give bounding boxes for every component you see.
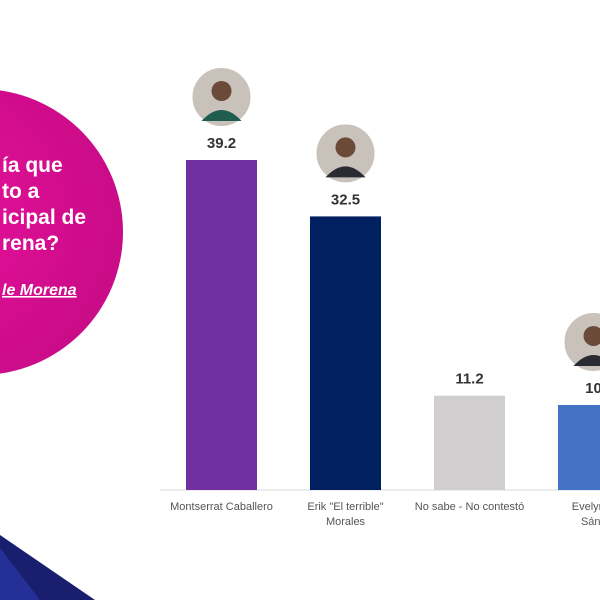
question-line-2: to a <box>2 180 40 203</box>
photo-head <box>583 325 600 346</box>
bar <box>558 404 600 490</box>
photo-head <box>211 81 232 101</box>
question-subtitle: le Morena <box>2 282 77 299</box>
category-label: Montserrat Caballero <box>170 501 273 513</box>
category-label: Morales <box>326 516 366 528</box>
category-label: Erik "El terrible" <box>307 501 383 513</box>
candidate-photo-icon <box>562 310 600 373</box>
category-label: No sabe - No contestó <box>415 501 524 513</box>
bar <box>310 216 381 490</box>
data-label: 11.2 <box>455 371 483 388</box>
question-circle <box>0 90 123 374</box>
corner-accent-decoration <box>0 548 40 600</box>
question-line-4: rena? <box>2 232 59 255</box>
question-line-3: icipal de <box>2 206 86 229</box>
category-label: Sánc <box>581 516 600 528</box>
data-label: 39.2 <box>207 135 236 152</box>
candidate-photo-icon <box>190 66 253 128</box>
bar <box>434 395 505 490</box>
photo-body <box>201 110 242 121</box>
category-label: Evelyn S <box>572 501 600 513</box>
photo-head <box>335 137 356 158</box>
photo-body <box>573 354 600 366</box>
candidate-photo-icon <box>314 122 377 185</box>
photo-body <box>325 166 366 178</box>
data-label: 32.5 <box>331 191 360 208</box>
question-line-1: ía que <box>2 154 63 177</box>
bar <box>186 160 257 490</box>
bar-chart: 39.2 Montserrat Caballero 32.5 Erik "El ter… <box>160 66 600 528</box>
data-label: 10 <box>585 380 600 397</box>
